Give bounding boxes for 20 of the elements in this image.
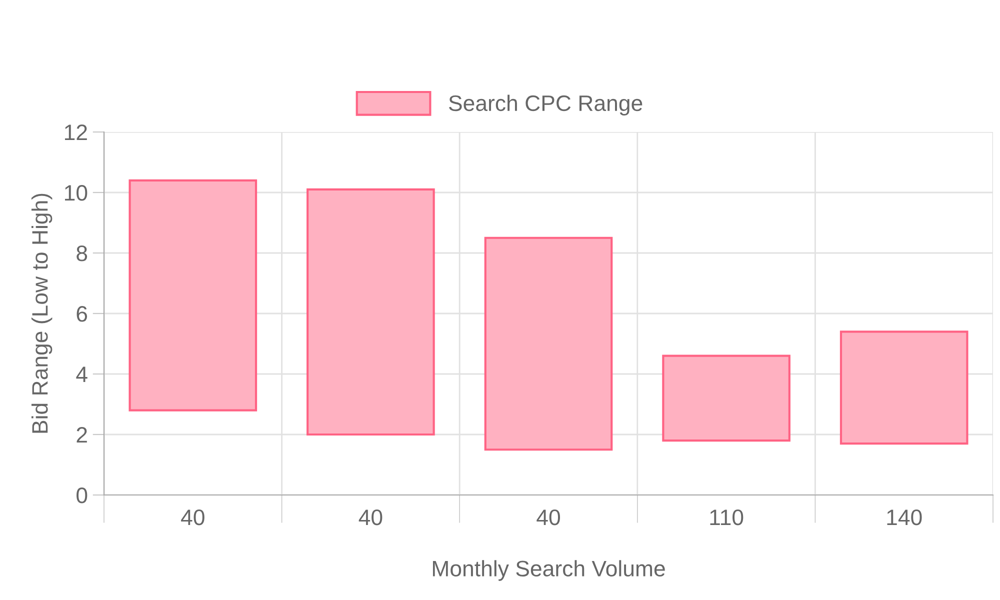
bar — [484, 236, 613, 451]
bar — [662, 354, 790, 442]
x-tick-label: 110 — [710, 509, 744, 526]
y-tick-label: 6 — [76, 306, 88, 322]
y-axis-title: Bid Range (Low to High) — [31, 194, 52, 433]
y-tick-label: 4 — [76, 366, 88, 382]
y-tick-label: 8 — [76, 246, 88, 262]
x-tick-label: 40 — [358, 509, 382, 526]
legend-label: Search CPC Range — [448, 94, 642, 116]
bar — [306, 188, 435, 436]
x-axis-title: Monthly Search Volume — [432, 560, 665, 581]
x-tick-label: 40 — [536, 509, 560, 526]
y-tick-label: 0 — [76, 488, 88, 504]
y-tick-label: 12 — [65, 124, 87, 140]
bar — [128, 179, 258, 412]
y-tick-label: 2 — [76, 427, 87, 443]
x-tick-label: 140 — [887, 509, 922, 526]
x-tick-label: 40 — [181, 509, 204, 526]
bar — [840, 330, 968, 445]
y-tick-label: 10 — [65, 185, 88, 201]
